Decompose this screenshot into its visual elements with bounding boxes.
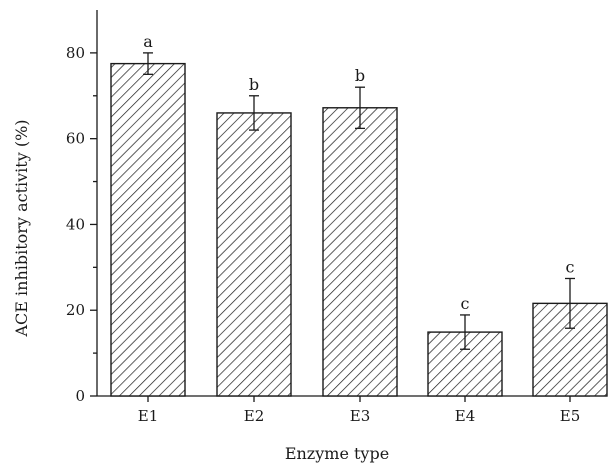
bar: [322, 107, 398, 397]
y-tick-label: 0: [75, 387, 85, 405]
y-tick-label: 60: [66, 130, 85, 148]
x-tick-label: E2: [244, 407, 265, 425]
x-axis: E1 E2 E3 E4 E5: [97, 395, 590, 425]
x-axis-label: Enzyme type: [285, 444, 389, 463]
significance-letter: c: [566, 257, 575, 276]
y-tick-label: 80: [66, 44, 85, 62]
y-axis: 0 20 40 60 80: [66, 10, 98, 405]
bar: [110, 62, 186, 397]
significance-letter: b: [249, 75, 259, 94]
significance-letter: b: [355, 66, 365, 85]
bar: [216, 112, 292, 397]
y-tick-label: 20: [66, 301, 85, 319]
significance-letter: a: [143, 32, 153, 51]
bar-series: a b b c c: [110, 32, 608, 397]
significance-letter: c: [461, 294, 470, 313]
y-tick-label: 40: [66, 215, 85, 233]
x-tick-label: E1: [138, 407, 159, 425]
y-axis-label: ACE inhibitory activity (%): [12, 119, 31, 337]
x-tick-label: E4: [455, 407, 476, 425]
x-tick-label: E3: [350, 407, 371, 425]
x-tick-label: E5: [560, 407, 581, 425]
